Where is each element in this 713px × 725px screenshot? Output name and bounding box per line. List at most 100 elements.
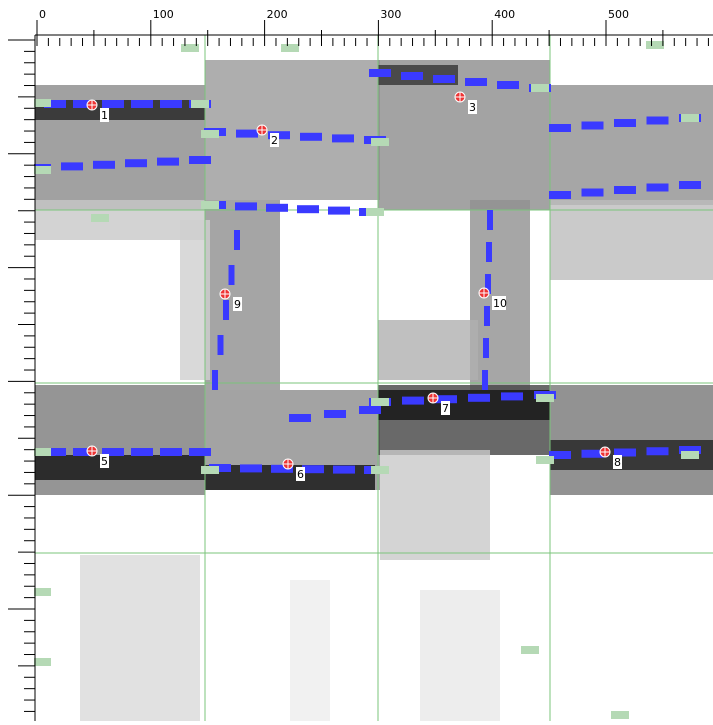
blue-dash	[614, 186, 636, 194]
green-dash	[681, 451, 699, 459]
ruler-label: 300	[380, 8, 401, 21]
blue-dash	[157, 158, 179, 166]
blue-dash	[614, 119, 636, 127]
blue-dash	[333, 466, 355, 474]
blue-dash	[328, 207, 350, 215]
blue-dash	[234, 230, 240, 250]
green-dash	[33, 658, 51, 666]
blue-dash	[235, 202, 257, 210]
green-dash	[33, 588, 51, 596]
blue-dash	[189, 156, 211, 164]
green-dash	[536, 456, 554, 464]
blue-dash	[229, 265, 235, 285]
ruler-label: 500	[608, 8, 629, 21]
blue-dash	[647, 447, 669, 455]
marker-label: 6	[297, 468, 304, 481]
image-region	[380, 450, 490, 560]
marker-label: 9	[234, 298, 241, 311]
marker-label: 3	[469, 101, 476, 114]
image-region	[205, 200, 280, 390]
blue-dash	[300, 133, 322, 141]
image-region	[378, 320, 478, 380]
green-dash	[531, 84, 549, 92]
image-view: 1 2 3 5 6 7 8 9 10 0 100 200 300 400 500	[0, 0, 713, 721]
ruler-label: 0	[39, 8, 46, 21]
green-dash	[371, 466, 389, 474]
image-region	[378, 390, 550, 420]
blue-dash	[487, 210, 493, 230]
blue-dash	[465, 78, 487, 86]
green-dash	[521, 646, 539, 654]
blue-dash	[332, 134, 354, 142]
green-dash	[536, 394, 554, 402]
blue-dash	[482, 370, 488, 390]
blue-dash	[236, 130, 258, 138]
blue-dash	[483, 338, 489, 358]
page: {"ruler": {"labels": ["0", "100", "200",…	[0, 0, 713, 721]
green-dash	[281, 44, 299, 52]
blue-dash	[486, 242, 492, 262]
image-region	[35, 455, 205, 480]
image-region	[420, 590, 500, 721]
green-dash	[371, 138, 389, 146]
blue-dash	[501, 392, 523, 400]
blue-dash	[160, 100, 182, 108]
blue-dash	[484, 306, 490, 326]
green-dash	[191, 100, 209, 108]
blue-dash	[240, 464, 262, 472]
green-dash	[33, 166, 51, 174]
blue-dash	[131, 448, 153, 456]
image-region	[35, 200, 205, 240]
green-dash	[646, 41, 664, 49]
blue-dash	[125, 159, 147, 167]
image-region	[80, 555, 200, 721]
green-dash	[201, 130, 219, 138]
blue-dash	[218, 335, 224, 355]
blue-dash	[302, 465, 324, 473]
blue-dash	[359, 406, 381, 414]
blue-dash	[549, 124, 571, 132]
green-dash	[371, 398, 389, 406]
blue-dash	[582, 189, 604, 197]
marker-label: 1	[101, 109, 108, 122]
green-dash	[201, 466, 219, 474]
marker-label: 2	[271, 134, 278, 147]
blue-dash	[131, 100, 153, 108]
marker-label: 7	[442, 402, 449, 415]
blue-dash	[289, 414, 311, 422]
blue-dash	[647, 117, 669, 125]
green-dash	[681, 114, 699, 122]
blue-dash	[647, 184, 669, 192]
blue-dash	[266, 204, 288, 212]
green-dash	[33, 99, 51, 107]
ruler-label: 100	[153, 8, 174, 21]
image-region	[290, 580, 330, 721]
blue-dash	[497, 81, 519, 89]
blue-dash	[402, 397, 424, 405]
green-dash	[366, 208, 384, 216]
blue-dash	[369, 69, 391, 77]
blue-dash	[582, 122, 604, 130]
green-dash	[91, 214, 109, 222]
ruler-label: 200	[267, 8, 288, 21]
blue-dash	[433, 75, 455, 83]
green-dash	[33, 448, 51, 456]
marker-label: 8	[614, 456, 621, 469]
blue-dash	[549, 191, 571, 199]
green-dash	[201, 201, 219, 209]
blue-dash	[93, 161, 115, 169]
ruler-label: 400	[494, 8, 515, 21]
image-region	[550, 200, 713, 280]
blue-dash	[468, 394, 490, 402]
green-dash	[611, 711, 629, 719]
blue-dash	[212, 370, 218, 390]
blue-dash	[679, 181, 701, 189]
blue-dash	[102, 100, 124, 108]
marker-label: 10	[493, 297, 507, 310]
marker-label: 5	[101, 455, 108, 468]
blue-dash	[160, 448, 182, 456]
blue-dash	[401, 72, 423, 80]
blue-dash	[324, 410, 346, 418]
blue-dash	[61, 162, 83, 170]
blue-dash	[297, 205, 319, 213]
